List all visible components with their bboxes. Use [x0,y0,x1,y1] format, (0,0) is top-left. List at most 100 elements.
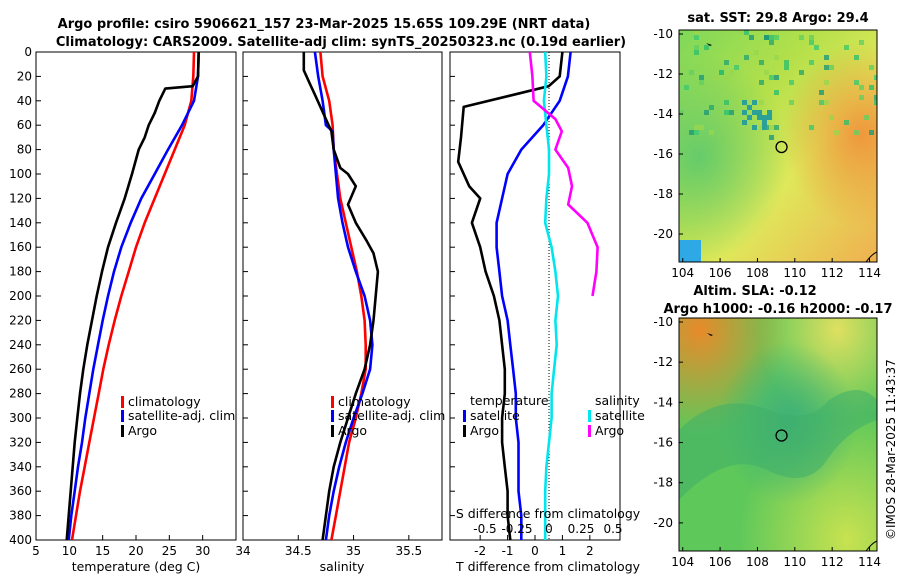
difference-legend-salinity: salinity satellite Argo [588,393,645,438]
sla-map-title-2: Argo h1000: -0.16 h2000: -0.17 [663,302,892,317]
salinity-ticks: 34 34.5 35 35.5 [235,51,422,558]
legend-swatch-argo [331,425,334,437]
x-tick-label: 30 [195,544,210,558]
difference-ticks: -2 -1 0 1 2 [450,51,594,558]
sst-pixel [759,125,764,130]
sst-pixel [829,65,834,70]
sst-pixel [784,65,789,70]
sst-pixel [747,105,752,110]
difference-legend-temperature: temperature satellite Argo [463,393,549,438]
map-y-tick-label: -16 [653,436,673,450]
legend-swatch-s-satellite [588,410,591,422]
x-tick-label: 20 [128,544,143,558]
sst-pixel [809,125,814,130]
sst-pixel [819,100,824,105]
x-tick-label: -2 [474,544,486,558]
sst-pixel [724,110,729,115]
sst-pixel [709,105,714,110]
sst-map-title: sat. SST: 29.8 Argo: 29.4 [687,11,868,26]
sst-pixel [784,60,789,65]
legend-title-salinity: salinity [595,393,640,408]
x-tick-label: 10 [62,544,77,558]
s-tick-label: -0.25 [501,522,532,536]
series-line-argo [302,52,380,540]
sst-blue-corner [679,240,701,262]
x-tick-label: 35 [346,544,361,558]
sst-pixel [859,85,864,90]
legend-label-climatology: climatology [128,394,201,409]
legend-swatch-t-satellite [463,410,466,422]
y-tick-label: 80 [17,143,32,157]
sla-map-panel: 104 106 108 110 112 114 -10 -12 -14 -16 -18 -20 [653,315,881,569]
sst-pixel [769,35,774,40]
map-y-tick-label: -14 [653,107,673,121]
map-x-tick-label: 106 [709,555,732,569]
x-tick-label: -1 [502,544,514,558]
sst-heatmap [679,30,877,262]
y-tick-label: 300 [9,411,32,425]
y-tick-label: 260 [9,362,32,376]
legend-label-argo: Argo [128,423,157,438]
sst-pixel [699,125,704,130]
y-tick-label: 240 [9,338,32,352]
map-y-tick-label: -14 [653,395,673,409]
sla-low-band [679,390,877,500]
sst-pixel [799,70,804,75]
sst-pixel [774,90,779,95]
map-x-tick-label: 114 [858,266,881,280]
sst-pixel [694,45,699,50]
series-line-temperature-argo [456,52,564,540]
difference-axes-box [449,51,621,541]
series-line-climatology [70,52,196,540]
sst-pixel-noise [679,30,877,140]
s-tick-label: 0.5 [603,522,622,536]
sla-argo-location-marker [775,429,788,442]
sst-pixel [869,130,874,135]
y-tick-label: 340 [9,460,32,474]
map-x-tick-label: 110 [783,266,806,280]
sst-pixel [759,60,764,65]
map-y-tick-label: -18 [653,187,673,201]
sst-pixel [744,30,749,35]
t-difference-xlabel: T difference from climatology [455,559,641,574]
map-y-tick-label: -10 [653,27,673,41]
sst-pixel [769,125,774,130]
sst-pixel [749,35,754,40]
sst-pixel [694,125,699,130]
sst-map-frame [678,29,878,263]
sla-heatmap [679,318,877,551]
sst-pixel [699,75,704,80]
y-tick-label: 380 [9,509,32,523]
legend-label-t-satellite: satellite [470,408,520,423]
y-tick-label: 40 [17,94,32,108]
salinity-axes-box [242,51,443,541]
s-difference-ticks: -0.5 -0.25 0 0.25 0.5 [473,522,622,536]
sst-pixel [774,55,779,60]
sst-pixel [844,45,849,50]
map-x-tick-label: 106 [709,266,732,280]
sst-pixel [764,35,769,40]
legend-label-argo: Argo [338,423,367,438]
sst-argo-location-marker [775,140,788,154]
temperature-legend: climatology satellite-adj. clim Argo [121,394,235,438]
legend-label-s-satellite: satellite [595,408,645,423]
sst-pixel [754,50,759,55]
y-tick-label: 100 [9,167,32,181]
sst-pixel [859,95,864,100]
legend-label-t-argo: Argo [470,423,499,438]
legend-swatch-satellite [121,410,124,422]
y-tick-label: 200 [9,289,32,303]
sst-coastline [865,251,878,263]
temperature-lines [65,52,200,540]
map-x-tick-label: 112 [821,555,844,569]
sst-warm-field [679,30,877,262]
sst-pixel [789,100,794,105]
sla-land-speck [707,333,713,336]
sst-pixel [694,130,699,135]
sst-pixel [864,115,869,120]
y-tick-label: 20 [17,69,32,83]
s-tick-label: 0.25 [568,522,595,536]
sst-pixel [757,110,762,115]
sst-pixel [824,100,829,105]
sst-pixel [762,120,767,125]
